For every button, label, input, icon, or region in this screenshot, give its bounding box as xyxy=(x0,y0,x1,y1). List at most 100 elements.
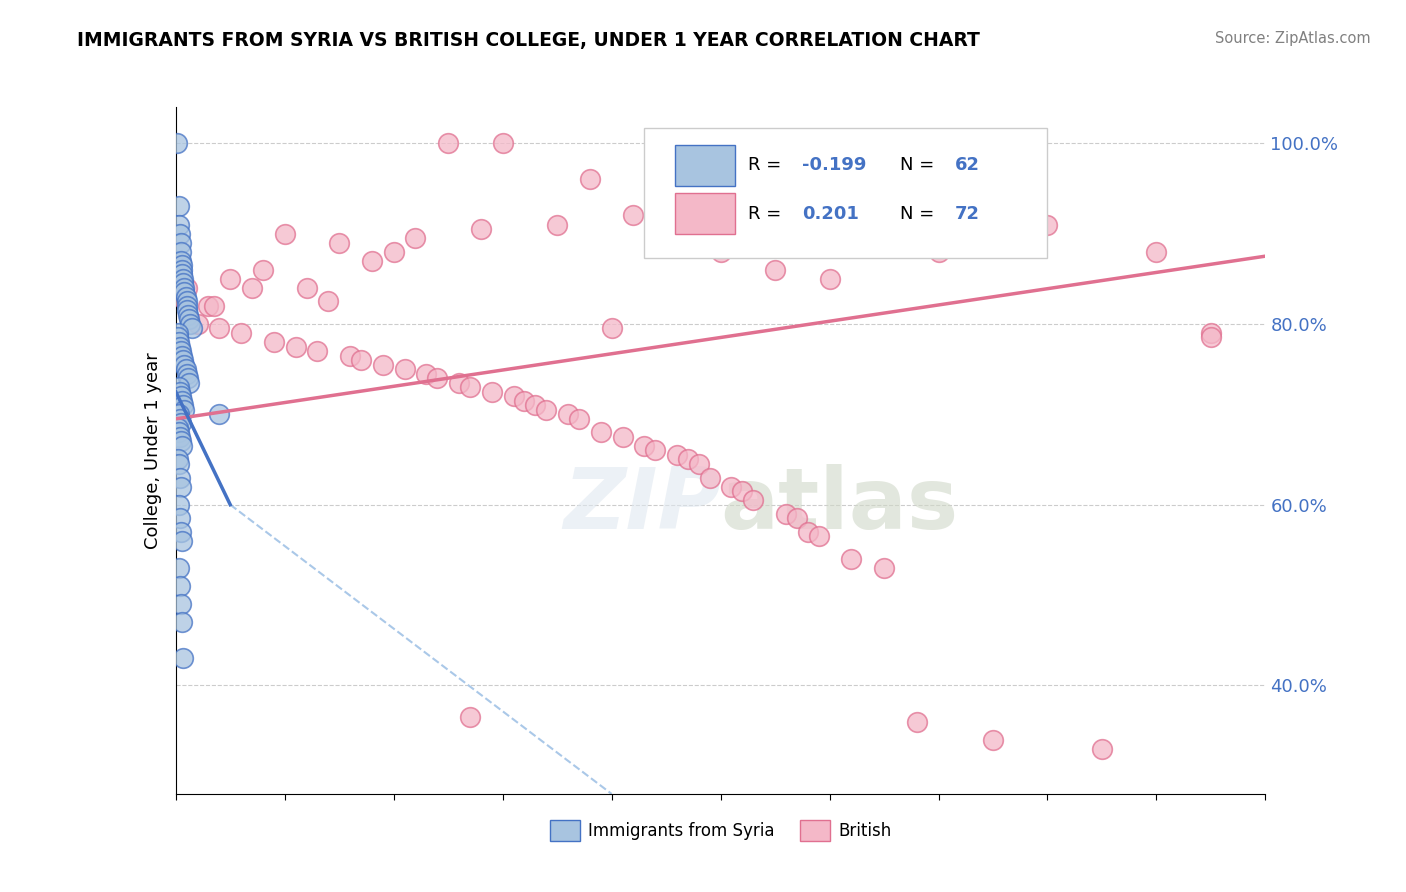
Point xyxy=(219,271,242,285)
Point xyxy=(167,452,190,467)
Point xyxy=(426,371,449,385)
Point xyxy=(173,285,195,300)
Point xyxy=(174,290,197,304)
Point xyxy=(186,317,209,331)
Point xyxy=(263,334,285,349)
Point xyxy=(172,439,194,453)
Point xyxy=(172,262,194,277)
Point xyxy=(492,136,515,151)
FancyBboxPatch shape xyxy=(644,128,1047,258)
Text: N =: N = xyxy=(900,204,941,222)
Point xyxy=(167,334,190,349)
Point xyxy=(167,380,190,394)
Point xyxy=(731,484,754,499)
Point xyxy=(1199,330,1222,344)
Text: N =: N = xyxy=(900,156,941,175)
Text: atlas: atlas xyxy=(721,464,959,547)
Point xyxy=(170,597,193,611)
Point xyxy=(170,389,193,403)
Point xyxy=(170,417,193,431)
Point xyxy=(202,299,225,313)
Point xyxy=(688,457,710,471)
Point xyxy=(208,321,231,335)
Point xyxy=(240,281,263,295)
Point xyxy=(394,362,416,376)
Point xyxy=(328,235,350,250)
Point xyxy=(208,407,231,421)
Point xyxy=(763,262,786,277)
Point xyxy=(437,136,460,151)
Point xyxy=(177,308,200,322)
Point xyxy=(405,231,427,245)
Point xyxy=(170,524,193,539)
Point xyxy=(307,344,329,359)
Point xyxy=(167,421,190,435)
Point xyxy=(350,353,373,368)
Point xyxy=(458,380,481,394)
Point xyxy=(502,389,524,403)
Text: 0.201: 0.201 xyxy=(803,204,859,222)
Point xyxy=(318,294,340,309)
Point xyxy=(173,281,195,295)
Point xyxy=(172,271,194,285)
Point xyxy=(928,244,950,259)
Point xyxy=(1199,326,1222,340)
Point xyxy=(513,393,536,408)
Point xyxy=(169,339,191,353)
FancyBboxPatch shape xyxy=(675,145,735,186)
Point xyxy=(633,439,655,453)
Text: IMMIGRANTS FROM SYRIA VS BRITISH COLLEGE, UNDER 1 YEAR CORRELATION CHART: IMMIGRANTS FROM SYRIA VS BRITISH COLLEGE… xyxy=(77,31,980,50)
Point xyxy=(621,209,644,223)
Text: -0.199: -0.199 xyxy=(803,156,866,175)
Point xyxy=(167,199,190,213)
Point xyxy=(167,218,190,232)
Point xyxy=(176,303,198,318)
Text: Source: ZipAtlas.com: Source: ZipAtlas.com xyxy=(1215,31,1371,46)
Point xyxy=(655,227,678,241)
Point xyxy=(873,561,896,575)
Point xyxy=(666,448,689,462)
Point xyxy=(172,651,194,665)
Point xyxy=(981,732,1004,747)
Point xyxy=(807,529,830,543)
Point xyxy=(167,407,190,421)
Point xyxy=(676,452,699,467)
Point xyxy=(546,218,568,232)
Point xyxy=(176,299,198,313)
Point xyxy=(361,253,384,268)
Point xyxy=(169,470,191,484)
Point xyxy=(172,267,194,281)
Point xyxy=(170,253,193,268)
Point xyxy=(557,407,579,421)
Point xyxy=(600,321,623,335)
Point xyxy=(1036,218,1059,232)
Point xyxy=(905,714,928,729)
Point xyxy=(169,511,191,525)
Point xyxy=(589,425,612,440)
Point xyxy=(534,402,557,417)
Text: R =: R = xyxy=(748,204,793,222)
Point xyxy=(172,349,194,363)
Point xyxy=(612,430,634,444)
Point xyxy=(169,579,191,593)
Point xyxy=(568,412,591,426)
Point xyxy=(177,371,200,385)
Point xyxy=(174,362,197,376)
Point xyxy=(169,384,191,399)
Point xyxy=(181,321,204,335)
Point xyxy=(172,393,194,408)
Point xyxy=(176,294,198,309)
Point xyxy=(231,326,253,340)
Point xyxy=(167,457,190,471)
Point xyxy=(167,330,190,344)
Point xyxy=(197,299,219,313)
Point xyxy=(274,227,297,241)
Point xyxy=(167,561,190,575)
Point xyxy=(382,244,405,259)
FancyBboxPatch shape xyxy=(675,193,735,234)
Text: 62: 62 xyxy=(955,156,980,175)
Point xyxy=(176,281,198,295)
Point xyxy=(170,480,193,494)
Text: R =: R = xyxy=(748,156,787,175)
Y-axis label: College, Under 1 year: College, Under 1 year xyxy=(143,352,162,549)
